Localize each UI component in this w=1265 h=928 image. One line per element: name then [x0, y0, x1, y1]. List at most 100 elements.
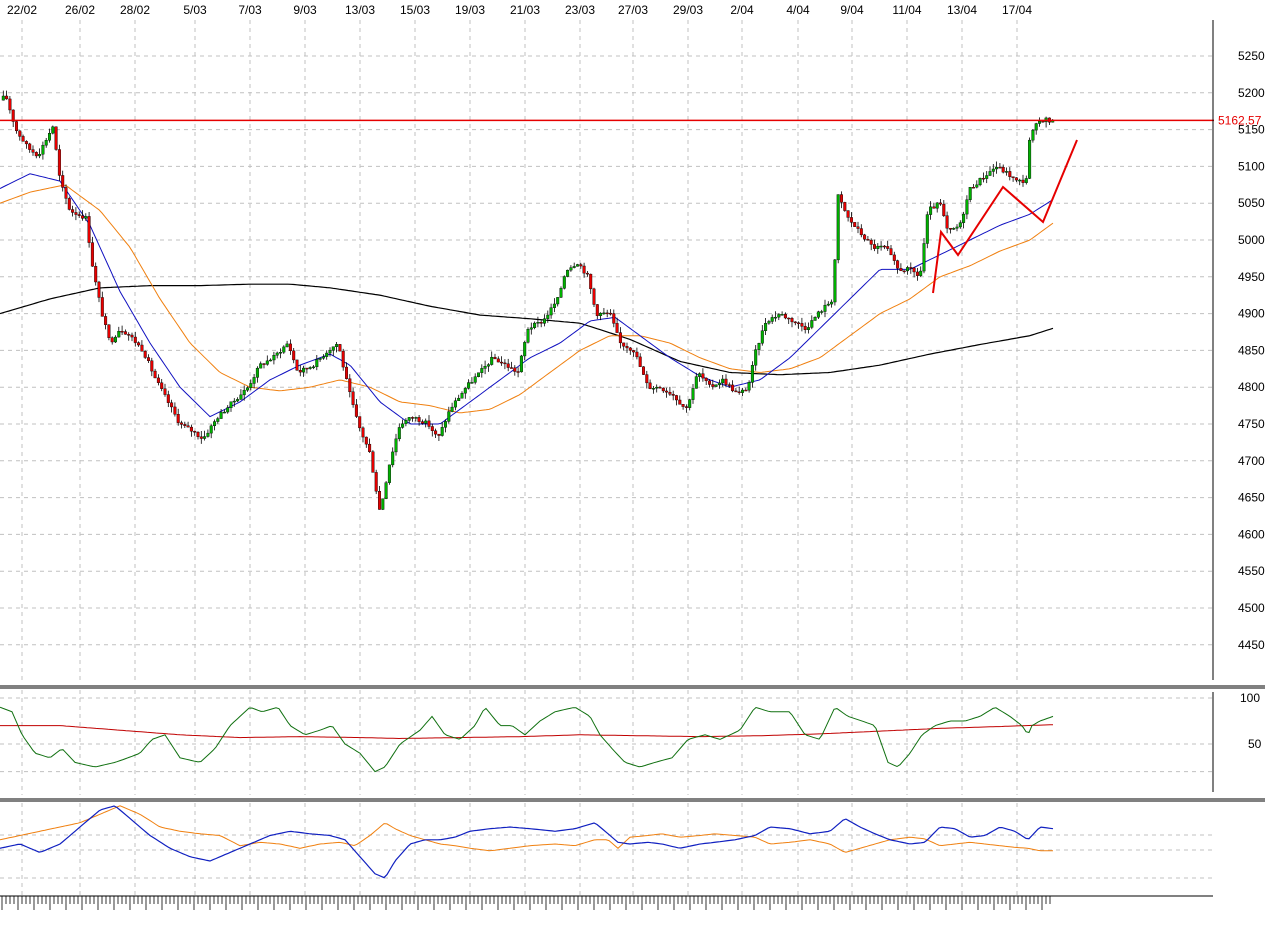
candle-down — [137, 342, 141, 346]
candle-up — [381, 498, 385, 510]
osc1-signal-line — [0, 724, 1054, 740]
candle-up — [282, 346, 286, 353]
candle-up — [272, 355, 276, 361]
price-tick-label: 4500 — [1238, 601, 1265, 615]
candle-down — [361, 427, 365, 438]
candle-up — [750, 365, 754, 383]
candle-up — [774, 316, 778, 319]
candle-down — [915, 271, 919, 276]
candle-down — [1008, 171, 1012, 177]
candle-down — [153, 370, 157, 379]
candle-up — [318, 357, 322, 360]
candle-down — [437, 433, 441, 436]
date-label: 13/04 — [947, 3, 977, 17]
candle-up — [826, 303, 830, 306]
candle-down — [348, 378, 352, 393]
candle-down — [74, 212, 78, 215]
candle-down — [493, 356, 497, 360]
candle-down — [873, 244, 877, 249]
candle-down — [100, 297, 104, 317]
candle-down — [173, 406, 177, 415]
candle-down — [622, 342, 626, 347]
ma-mid-line — [0, 184, 1054, 414]
candle-down — [945, 215, 949, 229]
date-label: 28/02 — [120, 3, 150, 17]
candle-down — [1001, 167, 1005, 173]
candle-up — [444, 421, 448, 428]
date-label: 27/03 — [618, 3, 648, 17]
candle-down — [295, 359, 299, 371]
candle-down — [1011, 176, 1015, 178]
candle-down — [368, 443, 372, 452]
candle-down — [104, 316, 108, 325]
candle-down — [681, 404, 685, 407]
osc2-line-b — [0, 805, 1053, 853]
candle-up — [830, 301, 834, 305]
candle-up — [453, 400, 457, 408]
candle-up — [460, 392, 464, 399]
price-tick-label: 4700 — [1238, 454, 1265, 468]
candle-up — [483, 366, 487, 369]
candle-up — [764, 323, 768, 331]
candle-down — [803, 326, 807, 330]
candle-down — [579, 264, 583, 267]
candle-down — [496, 358, 500, 363]
candle-up — [477, 372, 481, 377]
candle-up — [391, 451, 395, 466]
date-label: 13/03 — [345, 3, 375, 17]
candle-up — [407, 417, 411, 421]
candle-up — [876, 245, 880, 249]
candle-up — [770, 317, 774, 322]
candle-up — [526, 329, 530, 343]
candle-up — [929, 206, 933, 215]
price-tick-label: 4800 — [1238, 380, 1265, 394]
candle-down — [179, 422, 183, 425]
candle-up — [255, 367, 259, 378]
candle-down — [589, 273, 593, 290]
candle-up — [473, 376, 477, 383]
candle-up — [566, 269, 570, 277]
osc2-line-a — [0, 805, 1054, 879]
candle-down — [8, 98, 12, 111]
candle-down — [981, 177, 985, 180]
price-tick-label: 4750 — [1238, 417, 1265, 431]
candle-up — [387, 464, 391, 483]
candle-up — [572, 266, 576, 268]
candle-up — [486, 364, 490, 367]
candle-up — [222, 411, 226, 414]
candle-down — [592, 288, 596, 305]
candle-down — [909, 267, 913, 269]
candle-down — [354, 404, 358, 417]
candle-down — [5, 95, 9, 100]
moving-average-lines — [0, 173, 1054, 425]
candle-down — [67, 198, 71, 210]
candle-up — [269, 359, 273, 362]
candle-down — [434, 430, 438, 435]
price-tick-label: 5200 — [1238, 86, 1265, 100]
candle-down — [338, 344, 342, 352]
candle-up — [249, 383, 253, 388]
candle-down — [90, 242, 94, 267]
candle-down — [731, 384, 735, 392]
candle-down — [64, 187, 68, 199]
candle-up — [757, 343, 761, 350]
candle-up — [490, 356, 494, 365]
candle-down — [942, 203, 946, 216]
candle-up — [216, 418, 220, 422]
last-price-label: 5162.57 — [1218, 113, 1262, 127]
last-price-label-bg — [1214, 113, 1265, 128]
candle-up — [978, 177, 982, 186]
candle-down — [262, 363, 266, 365]
candle-down — [665, 390, 669, 393]
candle-up — [117, 331, 121, 338]
candle-down — [127, 334, 131, 336]
candle-down — [539, 322, 543, 324]
candle-down — [1021, 179, 1025, 183]
candle-up — [965, 199, 969, 215]
candle-up — [463, 388, 467, 394]
candle-up — [1024, 178, 1028, 183]
candle-down — [94, 266, 98, 283]
candle-up — [820, 311, 824, 313]
candle-down — [503, 362, 507, 365]
candle-up — [203, 436, 207, 439]
